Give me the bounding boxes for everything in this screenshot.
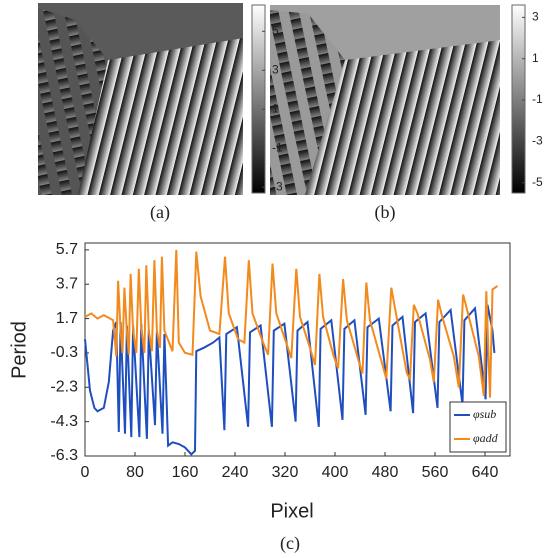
x-tick-label: 560	[422, 464, 449, 481]
phase-map-b	[270, 5, 500, 195]
panel-label: (c)	[280, 533, 300, 554]
legend-label: φsub	[473, 407, 496, 421]
colorbar-a	[251, 4, 266, 194]
colorbar-tick-label: 3	[532, 10, 539, 24]
colorbar-tick-label: -3	[272, 179, 283, 193]
colorbar-tick-label: 3	[272, 62, 279, 76]
colorbar-tick-label: -1	[272, 140, 283, 154]
colorbar-tick-label: -1	[532, 92, 543, 106]
x-tick-label: 80	[126, 464, 144, 481]
x-tick-label: 480	[372, 464, 399, 481]
x-tick-label: 320	[272, 464, 299, 481]
x-tick-label: 0	[81, 464, 90, 481]
panel-label: (a)	[150, 202, 170, 223]
x-tick-label: 400	[322, 464, 349, 481]
series-line	[84, 304, 496, 456]
colorbar-tick-label: -3	[532, 134, 543, 148]
x-axis-label: Pixel	[270, 500, 313, 522]
x-tick-label: 640	[472, 464, 499, 481]
colorbar-tick-label: 1	[272, 101, 279, 115]
y-tick-label: -4.3	[50, 413, 78, 430]
colorbar-b	[511, 4, 526, 194]
y-tick-label: -0.3	[50, 344, 78, 361]
colorbar-tick-label: -5	[532, 175, 543, 189]
legend-box	[449, 401, 507, 453]
y-tick-label: -2.3	[50, 379, 78, 396]
x-tick-label: 240	[222, 464, 249, 481]
colorbar-tick-label: 1	[532, 51, 539, 65]
y-axis-label: Period	[8, 321, 30, 379]
colorbar-tick-label: 5	[272, 23, 279, 37]
x-tick-label: 160	[172, 464, 199, 481]
y-tick-label: 3.7	[56, 275, 78, 292]
series-line	[84, 249, 499, 398]
y-tick-label: 5.7	[56, 241, 78, 258]
panel-label: (b)	[375, 202, 396, 223]
phase-map-a	[38, 3, 243, 195]
y-tick-label: -6.3	[50, 447, 78, 464]
legend-label: φadd	[473, 431, 499, 445]
y-tick-label: 1.7	[56, 310, 78, 327]
